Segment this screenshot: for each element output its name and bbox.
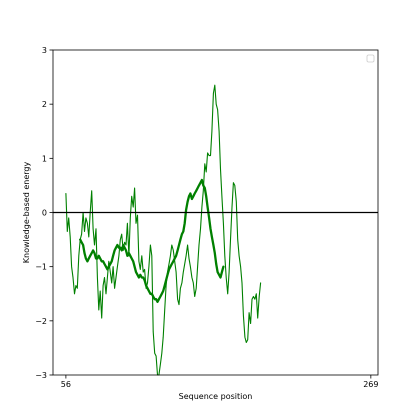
x-axis-title: Sequence position (179, 392, 253, 401)
energy-series-raw-line (65, 84, 262, 376)
y-tick-label: 2 (42, 100, 47, 109)
x-tick-label: 269 (363, 380, 378, 389)
legend-box (366, 54, 375, 63)
x-tick-label: 56 (61, 380, 71, 389)
plot-frame (52, 49, 379, 376)
y-tick-label: −1 (35, 263, 47, 272)
y-axis-title: Knowledge-based energy (22, 162, 31, 264)
y-tick-label: −2 (35, 317, 47, 326)
energy-series-smoothed-line (79, 178, 225, 304)
y-tick-label: 1 (42, 154, 47, 163)
y-tick-label: −3 (35, 371, 47, 380)
ticks-layer: −3 −2 −1 0 1 2 3 56 269 (35, 46, 378, 389)
y-tick-label: 3 (42, 46, 47, 55)
series-layer (65, 84, 262, 376)
y-tick-label: 0 (42, 209, 47, 218)
